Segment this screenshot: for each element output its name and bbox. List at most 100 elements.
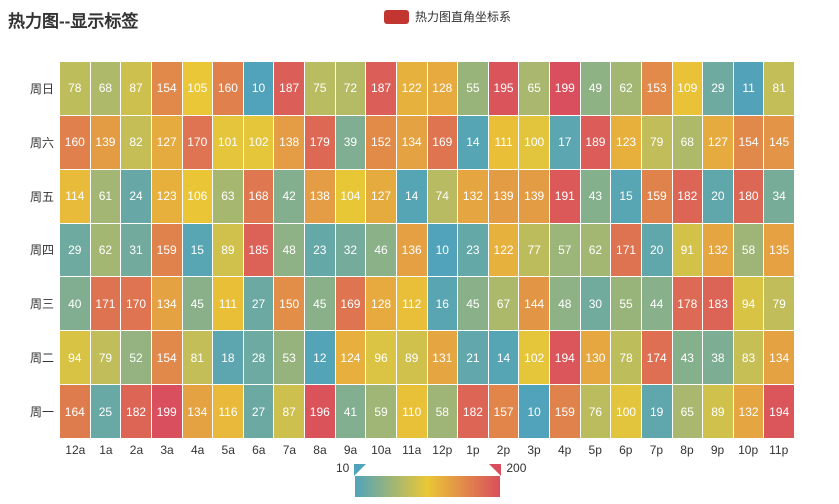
heatmap-cell[interactable]: 28: [243, 331, 274, 385]
heatmap-cell[interactable]: 62: [90, 223, 121, 277]
heatmap-cell[interactable]: 123: [611, 115, 641, 169]
heatmap-cell[interactable]: 127: [151, 115, 182, 169]
heatmap-cell[interactable]: 199: [550, 62, 580, 115]
heatmap-cell[interactable]: 110: [396, 385, 427, 438]
heatmap-cell[interactable]: 128: [366, 277, 396, 331]
heatmap-cell[interactable]: 106: [182, 169, 213, 223]
heatmap-cell[interactable]: 10: [427, 223, 458, 277]
heatmap-cell[interactable]: 101: [213, 115, 243, 169]
heatmap-cell[interactable]: 196: [305, 385, 335, 438]
heatmap-cell[interactable]: 43: [580, 169, 611, 223]
heatmap-cell[interactable]: 20: [641, 223, 672, 277]
heatmap-cell[interactable]: 102: [243, 115, 274, 169]
heatmap-cell[interactable]: 178: [672, 277, 703, 331]
heatmap-cell[interactable]: 67: [488, 277, 519, 331]
heatmap-cell[interactable]: 100: [611, 385, 641, 438]
heatmap-cell[interactable]: 104: [335, 169, 366, 223]
heatmap-cell[interactable]: 139: [90, 115, 121, 169]
heatmap-cell[interactable]: 31: [121, 223, 151, 277]
heatmap-cell[interactable]: 109: [672, 62, 703, 115]
heatmap-cell[interactable]: 183: [703, 277, 733, 331]
heatmap-cell[interactable]: 182: [458, 385, 488, 438]
heatmap-cell[interactable]: 15: [611, 169, 641, 223]
heatmap-cell[interactable]: 127: [366, 169, 396, 223]
heatmap-cell[interactable]: 57: [550, 223, 580, 277]
heatmap-cell[interactable]: 55: [458, 62, 488, 115]
heatmap-cell[interactable]: 144: [519, 277, 549, 331]
heatmap-cell[interactable]: 58: [427, 385, 458, 438]
heatmap-cell[interactable]: 135: [764, 223, 794, 277]
heatmap-cell[interactable]: 91: [672, 223, 703, 277]
heatmap-cell[interactable]: 68: [672, 115, 703, 169]
heatmap-cell[interactable]: 169: [335, 277, 366, 331]
heatmap-cell[interactable]: 170: [121, 277, 151, 331]
heatmap-cell[interactable]: 128: [427, 62, 458, 115]
heatmap-cell[interactable]: 114: [60, 169, 90, 223]
heatmap-cell[interactable]: 132: [703, 223, 733, 277]
heatmap-cell[interactable]: 122: [396, 62, 427, 115]
heatmap-cell[interactable]: 62: [580, 223, 611, 277]
heatmap-cell[interactable]: 87: [274, 385, 304, 438]
heatmap-cell[interactable]: 62: [611, 62, 641, 115]
heatmap-cell[interactable]: 21: [458, 331, 488, 385]
heatmap-cell[interactable]: 25: [90, 385, 121, 438]
heatmap-cell[interactable]: 174: [641, 331, 672, 385]
heatmap-cell[interactable]: 189: [580, 115, 611, 169]
heatmap-cell[interactable]: 111: [213, 277, 243, 331]
heatmap-cell[interactable]: 134: [396, 115, 427, 169]
heatmap-cell[interactable]: 78: [611, 331, 641, 385]
heatmap-cell[interactable]: 139: [488, 169, 519, 223]
heatmap-cell[interactable]: 42: [274, 169, 304, 223]
heatmap-cell[interactable]: 180: [733, 169, 764, 223]
heatmap-cell[interactable]: 182: [672, 169, 703, 223]
heatmap-cell[interactable]: 182: [121, 385, 151, 438]
heatmap-cell[interactable]: 10: [519, 385, 549, 438]
heatmap-cell[interactable]: 152: [366, 115, 396, 169]
heatmap-cell[interactable]: 160: [60, 115, 90, 169]
heatmap-cell[interactable]: 41: [335, 385, 366, 438]
heatmap-cell[interactable]: 12: [305, 331, 335, 385]
heatmap-cell[interactable]: 65: [519, 62, 549, 115]
heatmap-cell[interactable]: 10: [243, 62, 274, 115]
heatmap-cell[interactable]: 48: [274, 223, 304, 277]
heatmap-cell[interactable]: 74: [427, 169, 458, 223]
heatmap-cell[interactable]: 157: [488, 385, 519, 438]
heatmap-cell[interactable]: 145: [764, 115, 794, 169]
heatmap-cell[interactable]: 124: [335, 331, 366, 385]
heatmap-cell[interactable]: 79: [90, 331, 121, 385]
heatmap-cell[interactable]: 14: [458, 115, 488, 169]
heatmap-cell[interactable]: 199: [151, 385, 182, 438]
heatmap-cell[interactable]: 48: [550, 277, 580, 331]
heatmap-cell[interactable]: 59: [366, 385, 396, 438]
heatmap-cell[interactable]: 81: [182, 331, 213, 385]
heatmap-cell[interactable]: 191: [550, 169, 580, 223]
heatmap-cell[interactable]: 20: [703, 169, 733, 223]
heatmap-cell[interactable]: 131: [427, 331, 458, 385]
heatmap-cell[interactable]: 43: [672, 331, 703, 385]
heatmap-cell[interactable]: 194: [764, 385, 794, 438]
heatmap-cell[interactable]: 44: [641, 277, 672, 331]
heatmap-cell[interactable]: 55: [611, 277, 641, 331]
visualmap-handle-low[interactable]: [354, 464, 367, 476]
heatmap-cell[interactable]: 154: [733, 115, 764, 169]
heatmap-cell[interactable]: 168: [243, 169, 274, 223]
heatmap-cell[interactable]: 27: [243, 385, 274, 438]
legend-item[interactable]: 热力图直角坐标系: [384, 8, 511, 25]
heatmap-cell[interactable]: 18: [213, 331, 243, 385]
heatmap-cell[interactable]: 130: [580, 331, 611, 385]
heatmap-cell[interactable]: 68: [90, 62, 121, 115]
heatmap-cell[interactable]: 150: [274, 277, 304, 331]
heatmap-cell[interactable]: 77: [519, 223, 549, 277]
heatmap-cell[interactable]: 40: [60, 277, 90, 331]
heatmap-cell[interactable]: 159: [151, 223, 182, 277]
heatmap-cell[interactable]: 14: [488, 331, 519, 385]
heatmap-cell[interactable]: 164: [60, 385, 90, 438]
heatmap-cell[interactable]: 94: [60, 331, 90, 385]
heatmap-cell[interactable]: 78: [60, 62, 90, 115]
heatmap-cell[interactable]: 61: [90, 169, 121, 223]
heatmap-cell[interactable]: 11: [733, 62, 764, 115]
heatmap-cell[interactable]: 171: [611, 223, 641, 277]
heatmap-cell[interactable]: 45: [305, 277, 335, 331]
heatmap-cell[interactable]: 134: [764, 331, 794, 385]
heatmap-cell[interactable]: 170: [182, 115, 213, 169]
